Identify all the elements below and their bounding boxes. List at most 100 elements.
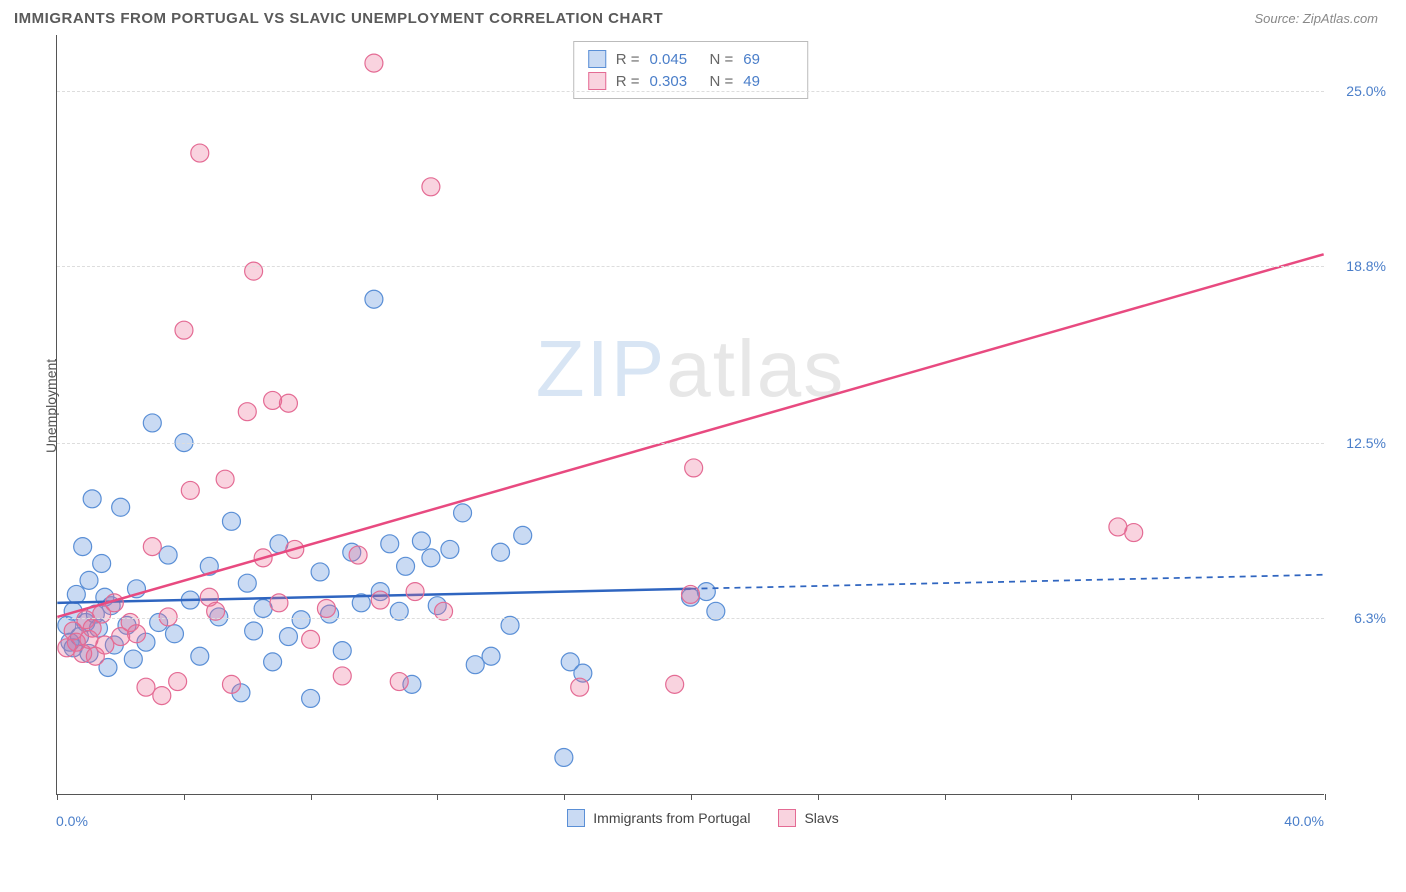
x-tick (1325, 794, 1326, 800)
data-point (555, 748, 573, 766)
data-point (492, 543, 510, 561)
data-point (80, 571, 98, 589)
data-point (67, 585, 85, 603)
data-point (311, 563, 329, 581)
y-tick-label: 6.3% (1354, 610, 1386, 626)
data-point (390, 673, 408, 691)
series-legend: Immigrants from Portugal Slavs (14, 809, 1392, 827)
data-point (127, 625, 145, 643)
data-point (514, 526, 532, 544)
header: IMMIGRANTS FROM PORTUGAL VS SLAVIC UNEMP… (0, 0, 1406, 35)
legend-row-slavs: R = 0.303 N = 49 (588, 70, 794, 92)
x-tick (945, 794, 946, 800)
data-point (349, 546, 367, 564)
data-point (685, 459, 703, 477)
x-tick (818, 794, 819, 800)
data-point (422, 178, 440, 196)
data-point (466, 656, 484, 674)
gridline (57, 91, 1324, 92)
data-point (302, 689, 320, 707)
data-point (1125, 524, 1143, 542)
data-point (666, 675, 684, 693)
legend-swatch-portugal (588, 50, 606, 68)
data-point (365, 290, 383, 308)
data-point (422, 549, 440, 567)
data-point (412, 532, 430, 550)
data-point (371, 591, 389, 609)
plot-area: ZIPatlas R = 0.045 N = 69 R = 0.303 N = … (56, 35, 1324, 795)
data-point (112, 498, 130, 516)
gridline (57, 618, 1324, 619)
data-point (264, 653, 282, 671)
data-point (191, 144, 209, 162)
data-point (317, 599, 335, 617)
legend-item-slavs: Slavs (778, 809, 838, 827)
data-point (143, 538, 161, 556)
y-tick-label: 12.5% (1346, 435, 1386, 451)
data-point (124, 650, 142, 668)
chart-container: Unemployment ZIPatlas R = 0.045 N = 69 R… (14, 35, 1392, 855)
data-point (137, 678, 155, 696)
data-point (441, 540, 459, 558)
data-point (365, 54, 383, 72)
r-value-portugal: 0.045 (650, 51, 700, 68)
data-point (238, 403, 256, 421)
data-point (216, 470, 234, 488)
source-attribution: Source: ZipAtlas.com (1254, 11, 1378, 26)
legend-swatch-slavs (588, 72, 606, 90)
data-point (96, 636, 114, 654)
n-value-portugal: 69 (743, 51, 793, 68)
data-point (93, 555, 111, 573)
data-point (397, 557, 415, 575)
data-point (74, 538, 92, 556)
data-point (238, 574, 256, 592)
x-tick (57, 794, 58, 800)
gridline (57, 443, 1324, 444)
data-point (264, 391, 282, 409)
legend-label-slavs: Slavs (804, 810, 838, 826)
data-point (245, 622, 263, 640)
y-tick-label: 25.0% (1346, 83, 1386, 99)
data-point (454, 504, 472, 522)
x-tick (437, 794, 438, 800)
data-point (302, 630, 320, 648)
data-point (159, 546, 177, 564)
data-point (175, 321, 193, 339)
x-tick (564, 794, 565, 800)
legend-swatch-icon (567, 809, 585, 827)
data-point (83, 490, 101, 508)
data-point (191, 647, 209, 665)
legend-swatch-icon (778, 809, 796, 827)
x-tick (311, 794, 312, 800)
data-point (406, 583, 424, 601)
x-tick (1071, 794, 1072, 800)
data-point (501, 616, 519, 634)
r-label: R = (616, 51, 640, 68)
data-point (482, 647, 500, 665)
data-point (697, 583, 715, 601)
data-point (682, 585, 700, 603)
legend-row-portugal: R = 0.045 N = 69 (588, 48, 794, 70)
data-point (292, 611, 310, 629)
data-point (333, 642, 351, 660)
scatter-plot-svg (57, 35, 1324, 794)
y-tick-label: 18.8% (1346, 258, 1386, 274)
n-label: N = (710, 73, 734, 90)
data-point (571, 678, 589, 696)
legend-label-portugal: Immigrants from Portugal (593, 810, 750, 826)
data-point (143, 414, 161, 432)
data-point (153, 687, 171, 705)
data-point (270, 594, 288, 612)
r-value-slavs: 0.303 (650, 73, 700, 90)
data-point (181, 481, 199, 499)
data-point (381, 535, 399, 553)
data-point (279, 394, 297, 412)
r-label: R = (616, 73, 640, 90)
data-point (169, 673, 187, 691)
legend-item-portugal: Immigrants from Portugal (567, 809, 750, 827)
n-value-slavs: 49 (743, 73, 793, 90)
n-label: N = (710, 51, 734, 68)
chart-title: IMMIGRANTS FROM PORTUGAL VS SLAVIC UNEMP… (14, 10, 663, 27)
data-point (222, 675, 240, 693)
data-point (222, 512, 240, 530)
